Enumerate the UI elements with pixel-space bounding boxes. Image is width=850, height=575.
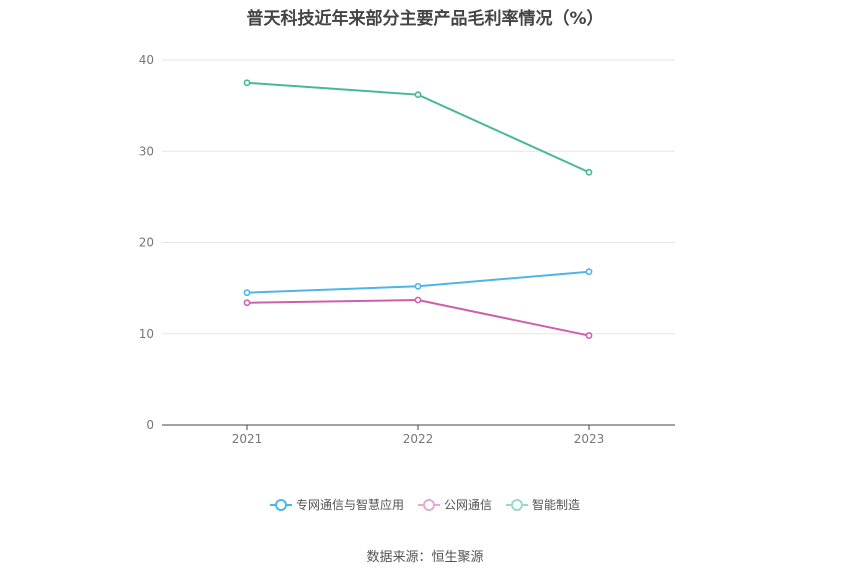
- legend-label: 公网通信: [443, 498, 492, 512]
- legend-label: 专网通信与智慧应用: [295, 498, 404, 512]
- legend-marker: [269, 498, 292, 511]
- data-point: [585, 168, 593, 176]
- data-point: [243, 289, 251, 297]
- data-point: [243, 79, 251, 87]
- data-point: [414, 91, 422, 99]
- data-point: [414, 282, 422, 290]
- y-tick-label: 30: [139, 144, 154, 158]
- data-point: [585, 332, 593, 339]
- y-tick-label: 20: [139, 236, 154, 250]
- legend: 专网通信与智慧应用 公网通信 智能制造: [0, 496, 850, 513]
- legend-label: 智能制造: [532, 498, 581, 512]
- data-point: [585, 268, 593, 276]
- data-points: [243, 79, 593, 339]
- data-point: [243, 299, 251, 307]
- axes: 0 10 20 30 40 2021 2022 2023: [139, 53, 675, 446]
- x-tick-label: 2022: [403, 432, 434, 446]
- legend-item[interactable]: 专网通信与智慧应用: [269, 496, 404, 513]
- x-tick-label: 2023: [574, 432, 605, 446]
- data-point: [414, 296, 422, 304]
- legend-item[interactable]: 公网通信: [417, 496, 492, 513]
- legend-marker: [417, 498, 440, 511]
- y-tick-label: 10: [139, 327, 154, 341]
- y-tick-label: 0: [146, 418, 154, 432]
- x-tick-label: 2021: [232, 432, 263, 446]
- y-tick-label: 40: [139, 53, 154, 67]
- legend-item[interactable]: 智能制造: [506, 496, 580, 513]
- chart-title: 普天科技近年来部分主要产品毛利率情况（%）: [246, 9, 604, 29]
- legend-marker: [506, 498, 528, 511]
- source-note: 数据来源：恒生聚源: [366, 550, 484, 565]
- grid-lines: [162, 59, 675, 335]
- series-line: [246, 298, 590, 337]
